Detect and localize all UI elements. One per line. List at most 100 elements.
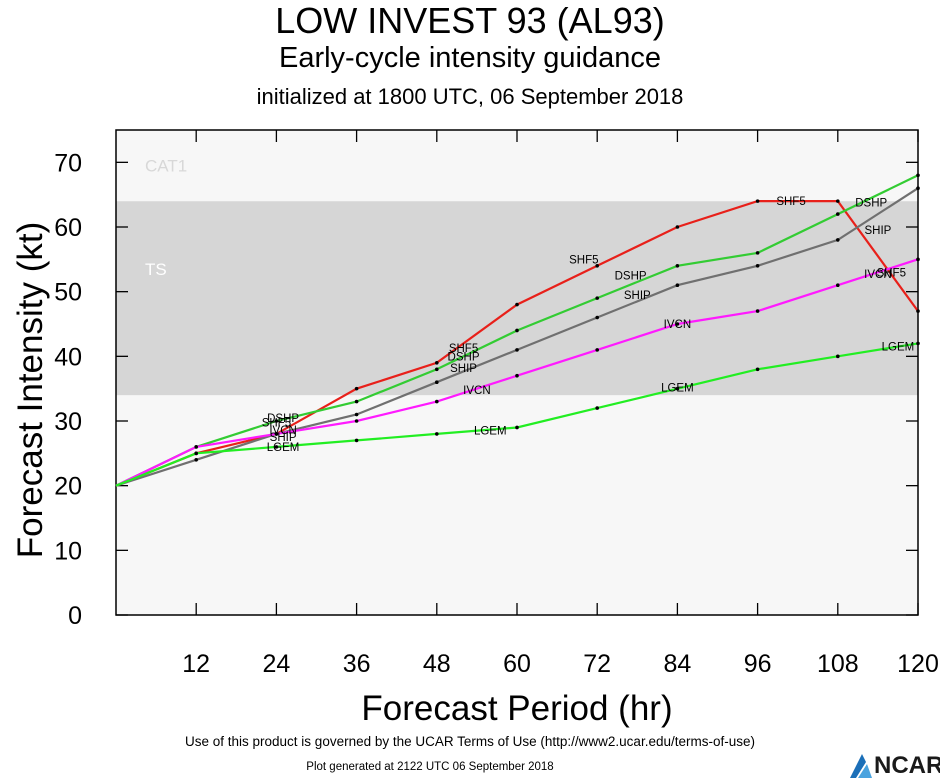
data-point-ship bbox=[354, 412, 359, 417]
data-point-ship bbox=[194, 458, 198, 462]
data-point-ship bbox=[836, 238, 840, 242]
x-tick-label: 108 bbox=[817, 650, 859, 678]
data-point-lgem bbox=[755, 367, 760, 372]
x-tick-label: 84 bbox=[663, 650, 691, 678]
series-label-lgem: LGEM bbox=[267, 442, 300, 454]
data-point-ship bbox=[595, 315, 599, 320]
series-label-ivcn: IVCN bbox=[269, 425, 296, 437]
data-point-dshp bbox=[916, 173, 920, 178]
series-label-shf5: SHF5 bbox=[776, 196, 805, 208]
data-point-dshp bbox=[755, 251, 760, 255]
chart-init-time: initialized at 1800 UTC, 06 September 20… bbox=[256, 84, 684, 109]
series-labels: SHF5SHF5SHF5SHF5SHF5DSHPDSHPDSHPDSHPSHIP… bbox=[262, 196, 915, 454]
data-point-ivcn bbox=[755, 309, 760, 313]
x-tick-label: 72 bbox=[583, 650, 611, 678]
ncar-logo: NCAR bbox=[848, 750, 940, 780]
ncar-logo-mark-icon bbox=[850, 754, 872, 778]
data-point-dshp bbox=[675, 264, 680, 268]
data-point-dshp bbox=[435, 367, 439, 372]
band-ts bbox=[116, 201, 918, 396]
x-axis-label: Forecast Period (hr) bbox=[361, 689, 672, 728]
y-tick-label: 50 bbox=[54, 279, 82, 307]
x-tick-label: 120 bbox=[897, 650, 939, 678]
data-point-shf5 bbox=[435, 361, 439, 365]
intensity-bands: TS CAT1 bbox=[116, 130, 918, 615]
x-tick-label: 48 bbox=[423, 650, 451, 678]
data-point-ivcn bbox=[836, 283, 840, 288]
terms-of-use-notice: Use of this product is governed by the U… bbox=[185, 734, 755, 749]
data-point-lgem bbox=[354, 438, 359, 443]
band-label-ts: TS bbox=[145, 260, 167, 279]
series-label-shf5: SHF5 bbox=[262, 417, 291, 429]
y-tick-label: 0 bbox=[68, 602, 82, 630]
data-point-ivcn bbox=[675, 322, 680, 326]
series-label-shf5: SHF5 bbox=[569, 254, 598, 266]
series-label-ship: SHIP bbox=[270, 432, 297, 444]
data-point-shf5 bbox=[916, 309, 920, 313]
series-label-dshp: DSHP bbox=[267, 413, 299, 425]
series-label-lgem: LGEM bbox=[474, 426, 507, 438]
data-point-shf5 bbox=[836, 199, 840, 203]
axes-frame: 12 24 36 48 60 72 84 96 108 120 0 10 20 30 40 50 60 70 bbox=[54, 129, 939, 678]
series-label-lgem: LGEM bbox=[882, 342, 915, 354]
data-point-lgem bbox=[515, 425, 519, 430]
data-point-ivcn bbox=[916, 257, 920, 262]
y-tick-label: 60 bbox=[54, 214, 82, 242]
data-point-shf5 bbox=[595, 264, 599, 268]
data-point-ivcn bbox=[194, 445, 198, 449]
series-label-ship: SHIP bbox=[624, 290, 651, 302]
series-label-shf5: SHF5 bbox=[877, 267, 906, 279]
y-tick-label: 20 bbox=[54, 473, 82, 501]
series-label-dshp: DSHP bbox=[448, 351, 480, 363]
data-point-ship bbox=[755, 264, 760, 268]
data-point-dshp bbox=[836, 212, 840, 216]
data-point-ship bbox=[675, 283, 680, 288]
data-point-lgem bbox=[675, 386, 680, 391]
data-point-dshp bbox=[515, 328, 519, 333]
y-tick-label: 30 bbox=[54, 408, 82, 436]
data-point-ship bbox=[435, 380, 439, 385]
y-tick-label: 70 bbox=[54, 149, 82, 177]
chart-subtitle: Early-cycle intensity guidance bbox=[278, 42, 661, 74]
series-label-ship: SHIP bbox=[450, 363, 477, 375]
series-label-ivcn: IVCN bbox=[864, 269, 891, 281]
ncar-logo-text: NCAR bbox=[874, 752, 940, 779]
data-point-ivcn bbox=[274, 432, 279, 436]
x-tick-label: 36 bbox=[343, 650, 371, 678]
data-point-ivcn bbox=[354, 419, 359, 423]
data-point-lgem bbox=[595, 406, 599, 410]
x-tick-label: 24 bbox=[262, 650, 290, 678]
y-tick-label: 40 bbox=[54, 343, 82, 371]
series-label-ship: SHIP bbox=[864, 225, 891, 237]
series-label-shf5: SHF5 bbox=[449, 343, 478, 355]
series-label-dshp: DSHP bbox=[855, 197, 887, 209]
data-point-dshp bbox=[354, 399, 359, 404]
x-tick-label: 12 bbox=[182, 650, 210, 678]
data-point-shf5 bbox=[675, 225, 680, 229]
x-tick-label: 96 bbox=[744, 650, 772, 678]
data-point-shf5 bbox=[755, 199, 760, 203]
series-label-dshp: DSHP bbox=[615, 271, 647, 283]
chart-title: LOW INVEST 93 (AL93) bbox=[275, 0, 665, 41]
data-point-ivcn bbox=[435, 399, 439, 404]
series-label-lgem: LGEM bbox=[661, 382, 694, 394]
y-tick-label: 10 bbox=[54, 537, 82, 565]
data-point-ivcn bbox=[595, 348, 599, 352]
data-point-ship bbox=[515, 348, 519, 352]
data-point-ship bbox=[916, 186, 920, 190]
data-point-lgem bbox=[194, 451, 198, 456]
data-point-ivcn bbox=[515, 373, 519, 378]
data-point-shf5 bbox=[515, 302, 519, 307]
series-lines bbox=[115, 173, 920, 487]
data-point-lgem bbox=[435, 432, 439, 436]
series-label-ivcn: IVCN bbox=[463, 385, 490, 397]
x-tick-label: 60 bbox=[503, 650, 531, 678]
data-point-shf5 bbox=[354, 386, 359, 391]
series-label-ivcn: IVCN bbox=[664, 319, 691, 331]
data-point-lgem bbox=[274, 445, 279, 449]
data-point-dshp bbox=[595, 296, 599, 300]
band-label-cat1: CAT1 bbox=[145, 157, 187, 176]
y-axis-label: Forecast Intensity (kt) bbox=[11, 222, 50, 558]
data-point-lgem bbox=[836, 354, 840, 359]
